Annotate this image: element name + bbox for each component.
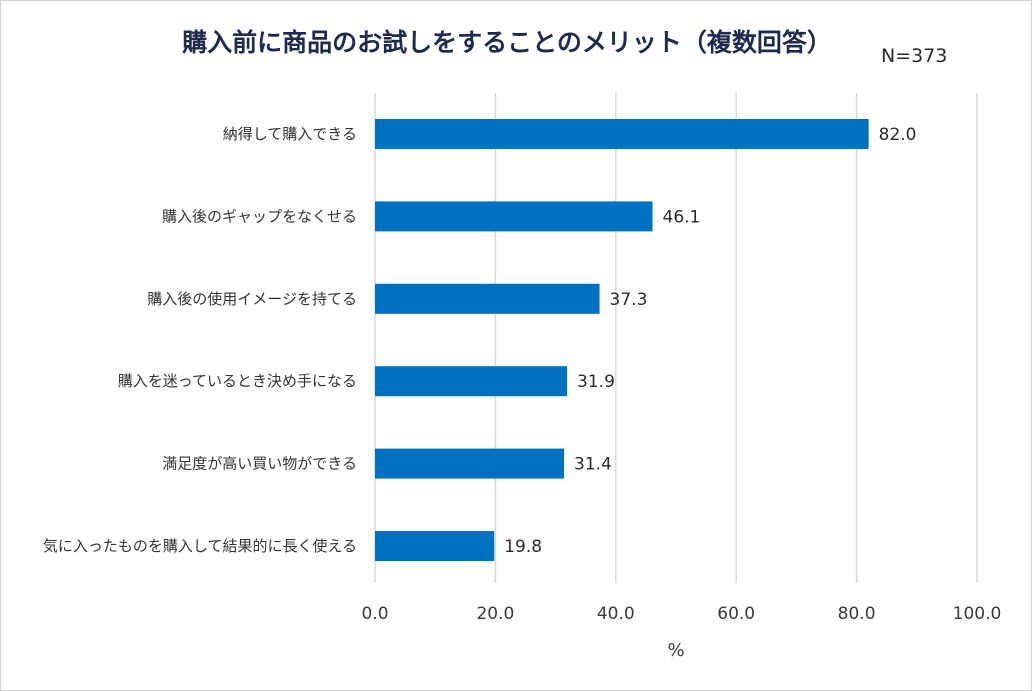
- bar-4: [375, 448, 565, 479]
- x-tick-label-2: 40.0: [597, 604, 635, 624]
- category-label-5: 気に入ったものを購入して結果的に長く使える: [43, 537, 357, 555]
- bar-3: [375, 366, 568, 397]
- bar-1: [375, 201, 653, 232]
- x-axis-title: %: [667, 640, 684, 661]
- bar-0: [375, 119, 869, 149]
- x-tick-label-3: 60.0: [717, 604, 755, 624]
- value-label-5: 19.8: [504, 537, 542, 557]
- chart-title: 購入前に商品のお試しをすることのメリット（複数回答）: [182, 28, 832, 57]
- value-label-0: 82.0: [879, 125, 917, 145]
- category-label-1: 購入後のギャップをなくせる: [162, 207, 357, 225]
- category-label-3: 購入を迷っているとき決め手になる: [118, 372, 357, 390]
- x-tick-label-1: 20.0: [476, 604, 514, 624]
- value-label-4: 31.4: [574, 455, 612, 475]
- value-label-3: 31.9: [577, 372, 615, 392]
- value-label-1: 46.1: [663, 207, 701, 227]
- category-label-2: 購入後の使用イメージを持てる: [147, 290, 357, 308]
- bar-5: [375, 531, 495, 561]
- bar-2: [375, 283, 600, 314]
- x-tick-label-4: 80.0: [838, 604, 876, 624]
- x-tick-label-0: 0.0: [361, 604, 388, 624]
- x-tick-label-5: 100.0: [953, 604, 1002, 624]
- category-label-4: 満足度が高い買い物ができる: [162, 455, 357, 473]
- labels: 0.0 20.0 40.0 60.0 80.0 100.0 納得して購入できる 82.0 購入後…: [43, 125, 1001, 624]
- value-label-2: 37.3: [610, 290, 648, 310]
- gridlines: [374, 93, 978, 583]
- bars: [375, 119, 869, 561]
- category-label-0: 納得して購入できる: [223, 125, 357, 143]
- sample-size-note: N=373: [881, 45, 948, 67]
